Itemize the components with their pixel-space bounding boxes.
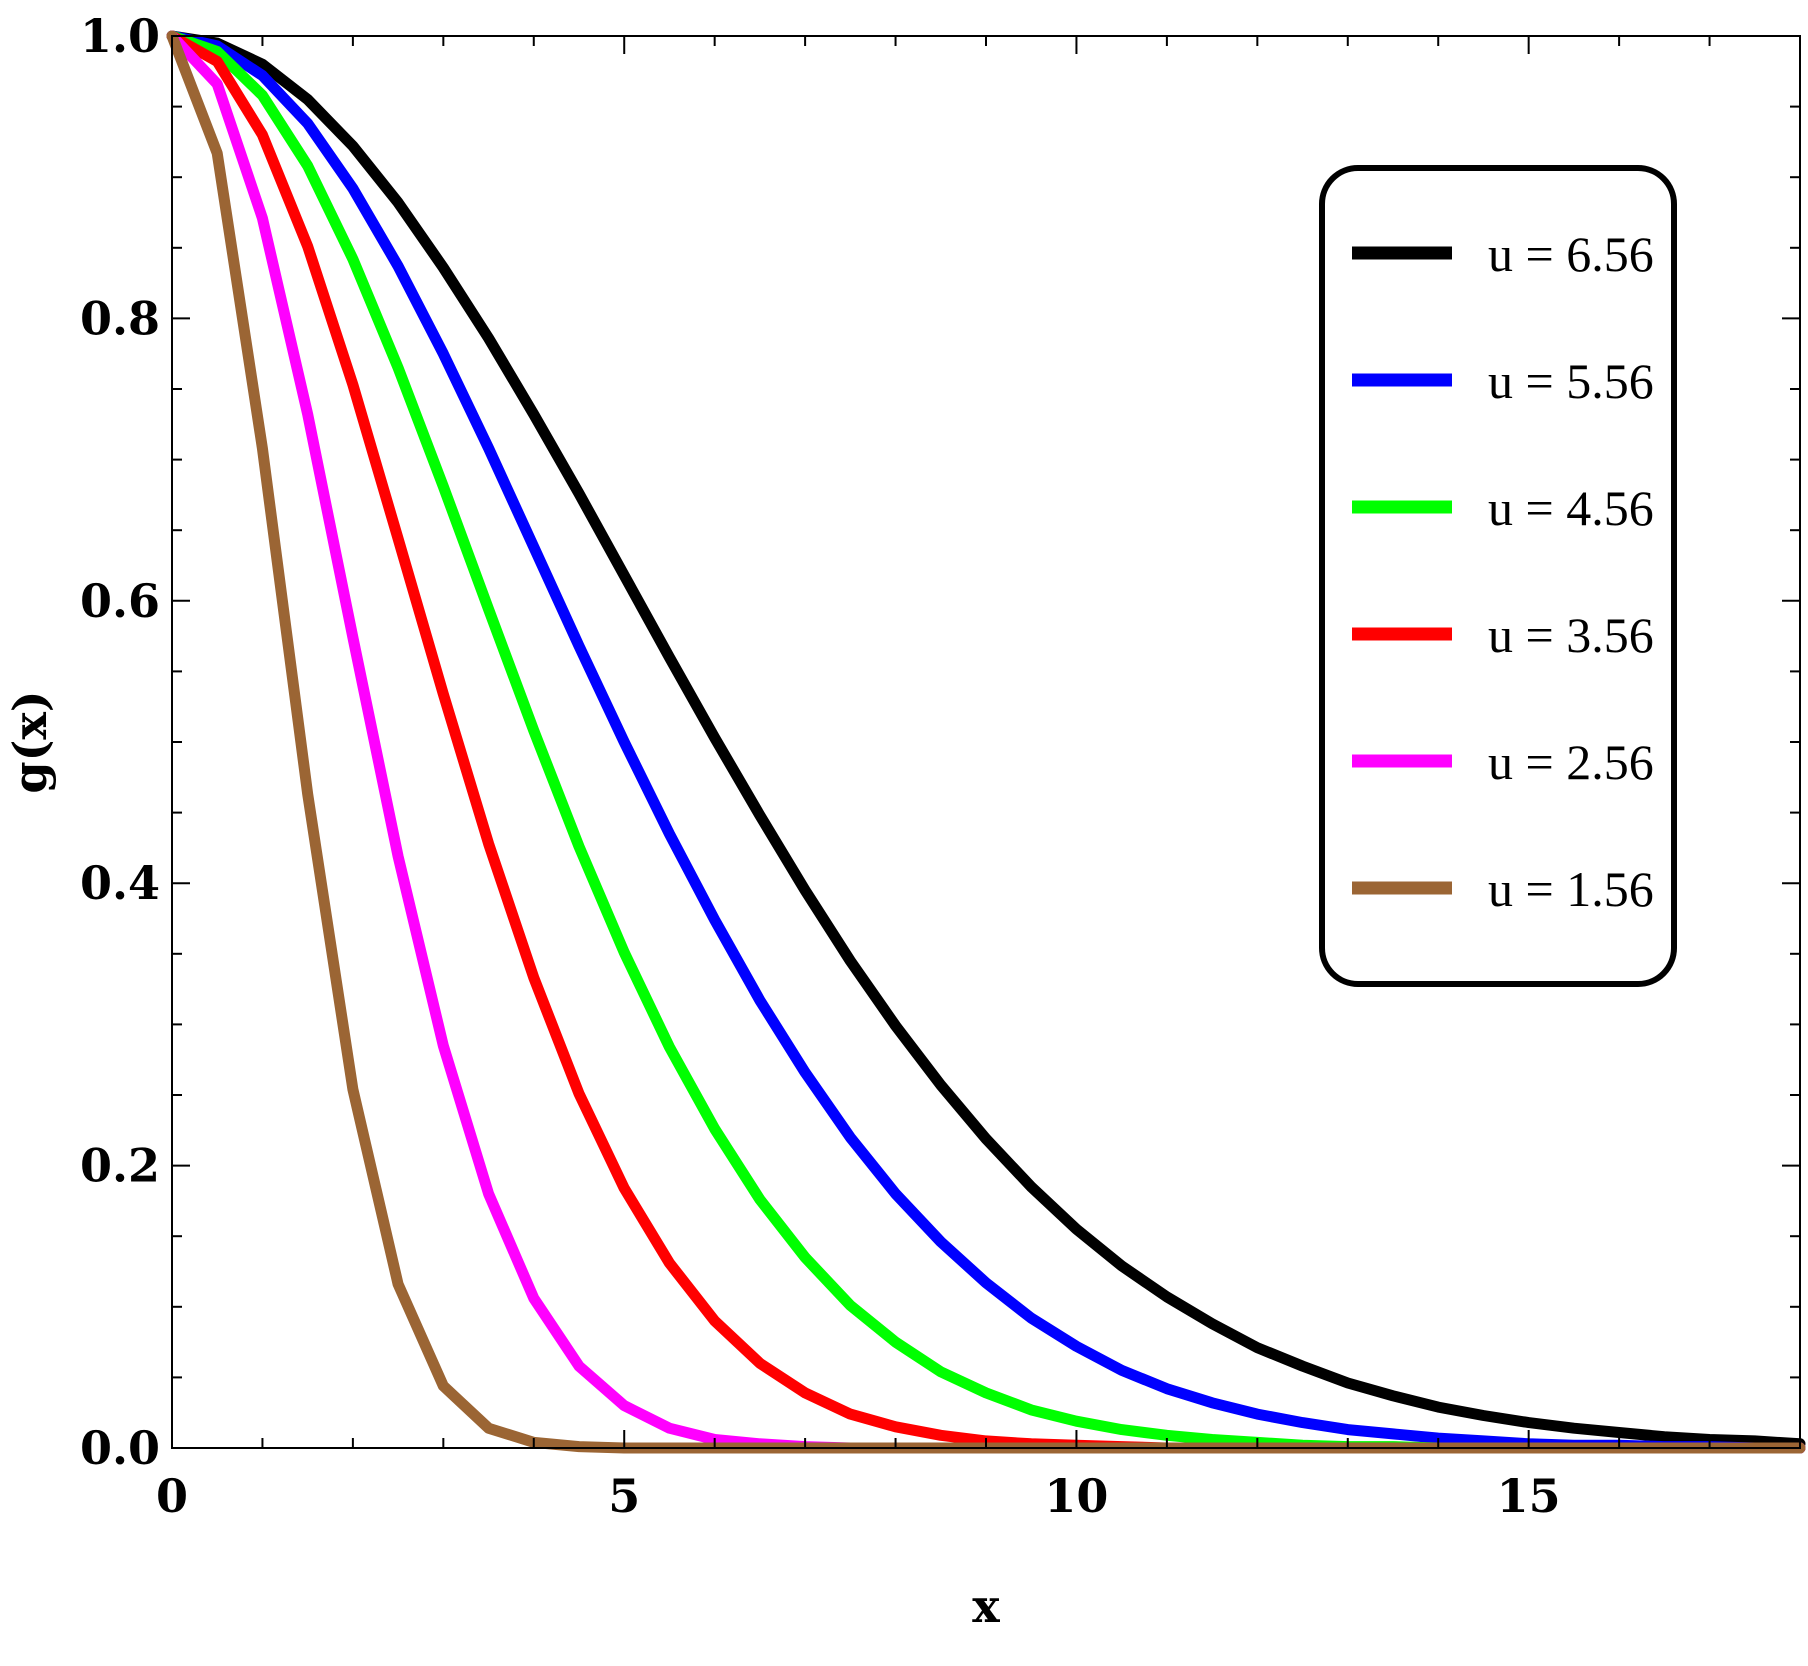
y-tick-label: 1.0 (80, 9, 160, 63)
ticks-layer (171, 35, 1801, 1449)
x-tick-label: 15 (1497, 1469, 1561, 1523)
x-axis-label: x (972, 1579, 1000, 1633)
y-tick-label: 0.4 (80, 856, 160, 910)
x-tick-label: 5 (608, 1469, 640, 1523)
legend-label-6: u = 1.56 (1488, 861, 1654, 917)
legend-box (1319, 165, 1677, 987)
series-line-1 (166, 30, 1806, 1450)
legend-items: u = 6.56 u = 5.56 u = 4.56 u = 3.56 u = 2.56… (1352, 226, 1654, 917)
y-tick-label: 0.2 (80, 1139, 160, 1193)
legend-label-3: u = 4.56 (1488, 480, 1654, 536)
x-tick-label: 0 (156, 1469, 188, 1523)
legend-label-1: u = 6.56 (1488, 226, 1654, 282)
y-axis-label: g(x) (3, 690, 57, 793)
y-tick-label: 0.6 (80, 574, 160, 628)
x-tick-label: 10 (1044, 1469, 1108, 1523)
legend-label-2: u = 5.56 (1488, 353, 1654, 409)
y-tick-label: 0.0 (80, 1421, 160, 1475)
legend: u = 6.56 u = 5.56 u = 4.56 u = 3.56 u = 2.56… (1319, 165, 1677, 987)
y-tick-label: 0.8 (80, 291, 160, 345)
legend-label-4: u = 3.56 (1488, 607, 1654, 663)
legend-label-5: u = 2.56 (1488, 734, 1654, 790)
tick-labels-layer: 0 5 10 15 0.0 0.2 0.4 0.6 0.8 1.0 (80, 9, 1561, 1523)
